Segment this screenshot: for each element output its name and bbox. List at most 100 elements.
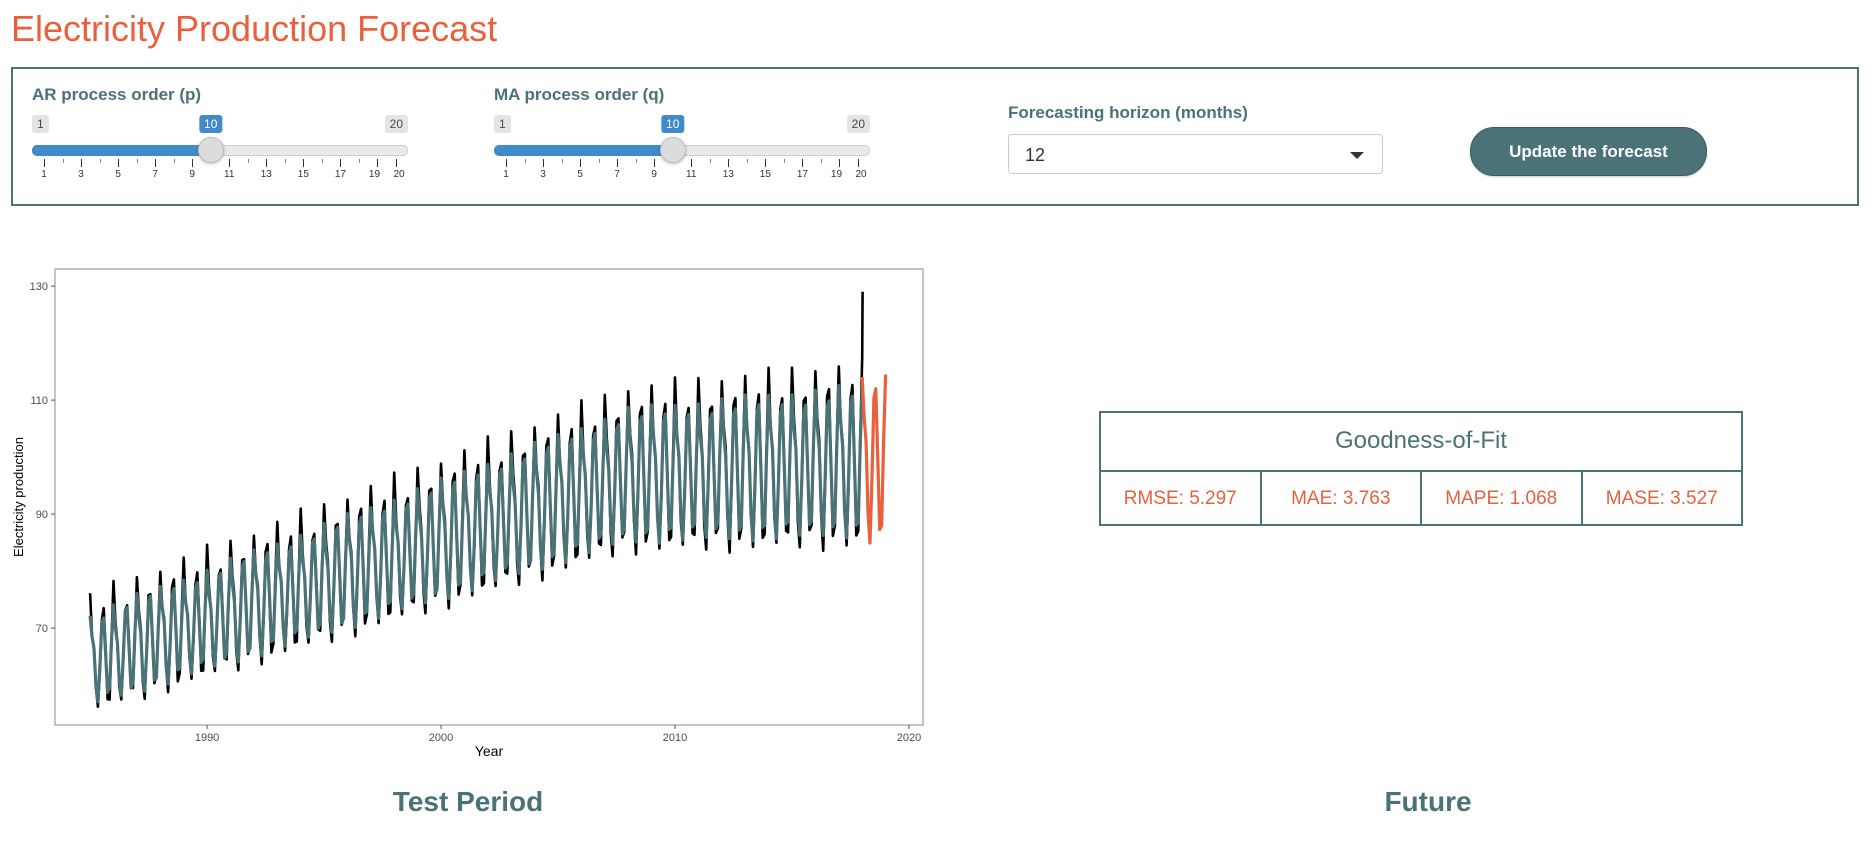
ma-slider-tick: [765, 159, 767, 167]
ma-slider-tick: [820, 159, 822, 163]
future-title: Future: [1384, 786, 1472, 817]
ma-slider-tick-label: 15: [759, 169, 771, 180]
ma-slider-tick-label: 17: [796, 169, 808, 180]
ar-slider-tick: [396, 159, 397, 167]
ma-order-slider[interactable]: 1 20 10 1 3 5 7 9 11 13 15 17 19 20: [494, 115, 870, 190]
y-tick-label: 90: [36, 509, 48, 521]
ar-slider-tick-label: 17: [334, 169, 346, 180]
ar-slider-tick: [321, 159, 323, 163]
ar-slider-min-label: 1: [32, 115, 49, 133]
y-axis-label: Electricity production: [11, 437, 26, 557]
ma-slider-tick: [728, 159, 730, 167]
ar-slider-tick: [229, 159, 231, 167]
x-axis-label: Year: [475, 743, 504, 759]
app-title: Electricity Production Forecast: [11, 8, 498, 49]
gof-title: Goodness-of-Fit: [1101, 413, 1741, 472]
ar-slider-tick-label: 11: [224, 169, 235, 180]
ma-slider-tick: [543, 159, 545, 167]
ma-slider-tick-label: 1: [503, 169, 509, 180]
ma-slider-tick: [506, 159, 507, 167]
ma-slider-max-label: 20: [846, 115, 870, 133]
ma-slider-fill: [494, 145, 673, 156]
ma-slider-tick: [746, 159, 748, 163]
y-tick-label: 130: [30, 281, 48, 293]
forecast-chart: 70 90 110 130 1990 2000 2010 2020 Year Electri…: [11, 268, 924, 759]
ar-slider-tick-label: 19: [368, 169, 381, 180]
ma-slider-tick-label: 3: [540, 169, 546, 180]
ar-slider-max-label: 20: [384, 115, 408, 133]
ar-slider-tick: [136, 159, 138, 163]
y-tick-label: 70: [36, 623, 48, 635]
ma-slider-tick-label: 19: [830, 169, 843, 180]
x-tick-label: 2010: [663, 732, 687, 744]
ma-slider-tick: [617, 159, 619, 167]
ar-slider-tick: [303, 159, 305, 167]
ma-slider-tick: [580, 159, 582, 167]
ar-slider-tick-label: 3: [78, 169, 84, 180]
ar-slider-tick: [81, 159, 83, 167]
ar-slider-tick: [99, 159, 101, 163]
x-axis: 1990 2000 2010 2020: [195, 725, 921, 744]
gof-metrics-row: RMSE: 5.297 MAE: 3.763 MAPE: 1.068 MASE:…: [1101, 472, 1741, 526]
ar-slider-value-label: 10: [199, 115, 223, 133]
test-period-title: Test Period: [392, 786, 544, 817]
horizon-select[interactable]: 12: [1008, 134, 1383, 174]
ma-slider-tick: [691, 159, 693, 167]
rmse-metric: RMSE: 5.297: [1101, 472, 1262, 526]
ma-slider-tick-label: 9: [651, 169, 657, 180]
ar-slider-fill: [32, 145, 211, 156]
ar-slider-tick: [358, 159, 360, 163]
ma-slider-handle[interactable]: [659, 137, 686, 163]
horizon-label: Forecasting horizon (months): [1008, 103, 1248, 122]
update-forecast-button[interactable]: Update the forecast: [1470, 127, 1707, 176]
x-tick-label: 1990: [195, 732, 219, 744]
ma-slider-tick-label: 20: [855, 169, 867, 180]
ar-slider-tick-label: 15: [297, 169, 309, 180]
ar-slider-handle[interactable]: [197, 137, 224, 163]
ma-slider-value-label: 10: [661, 115, 685, 133]
ar-slider-tick: [247, 159, 249, 163]
ar-slider-tick-label: 9: [189, 169, 195, 180]
ma-slider-tick: [524, 159, 526, 163]
x-tick-label: 2000: [429, 732, 453, 744]
ar-order-label: AR process order (p): [32, 85, 202, 104]
fitted-series-line: [88, 383, 864, 704]
mase-metric: MASE: 3.527: [1605, 488, 1718, 509]
ma-slider-tick: [561, 159, 563, 163]
ar-slider-tick: [62, 159, 64, 163]
ma-slider-tick: [654, 159, 656, 167]
ma-order-label: MA process order (q): [494, 85, 665, 104]
ma-slider-tick: [839, 159, 841, 167]
mae-metric: MAE: 3.763: [1262, 472, 1422, 526]
ar-slider-tick-label: 13: [260, 169, 272, 180]
ar-slider-tick: [377, 159, 379, 167]
ar-slider-tick: [284, 159, 286, 163]
ar-slider-tick: [340, 159, 342, 167]
ar-slider-tick: [155, 159, 157, 167]
goodness-of-fit-table: Goodness-of-Fit RMSE: 5.297 MAE: 3.763 M…: [1099, 411, 1743, 526]
ma-slider-min-label: 1: [494, 115, 511, 133]
y-axis: 70 90 110 130: [30, 281, 55, 635]
x-tick-label: 2020: [897, 732, 921, 744]
horizon-select-value: 12: [1025, 145, 1046, 165]
forecast-series-line: [860, 374, 888, 545]
ma-slider-tick: [598, 159, 600, 163]
ar-slider-tick-label: 7: [152, 169, 158, 180]
ar-slider-tick: [192, 159, 194, 167]
ma-slider-tick: [783, 159, 785, 163]
ma-slider-tick: [635, 159, 637, 163]
ar-slider-tick: [118, 159, 120, 167]
ma-slider-tick: [858, 159, 859, 167]
ar-order-slider[interactable]: 1 20 10 1 3 5 7 9 11 13 15 17 19 20: [32, 115, 408, 190]
controls-panel: AR process order (p) 1 20 10 1 3 5 7 9 11 13 15 17 1…: [11, 67, 1859, 206]
y-tick-label: 110: [30, 395, 48, 407]
chevron-down-icon: [1350, 152, 1364, 159]
ma-slider-tick: [802, 159, 804, 167]
ma-slider-tick-label: 11: [686, 169, 697, 180]
ma-slider-tick-label: 5: [577, 169, 583, 180]
ar-slider-tick: [173, 159, 175, 163]
ar-slider-tick-label: 5: [115, 169, 121, 180]
mape-metric: MAPE: 1.068: [1422, 472, 1583, 526]
ar-slider-tick-label: 20: [393, 169, 405, 180]
ma-slider-tick-label: 7: [614, 169, 620, 180]
